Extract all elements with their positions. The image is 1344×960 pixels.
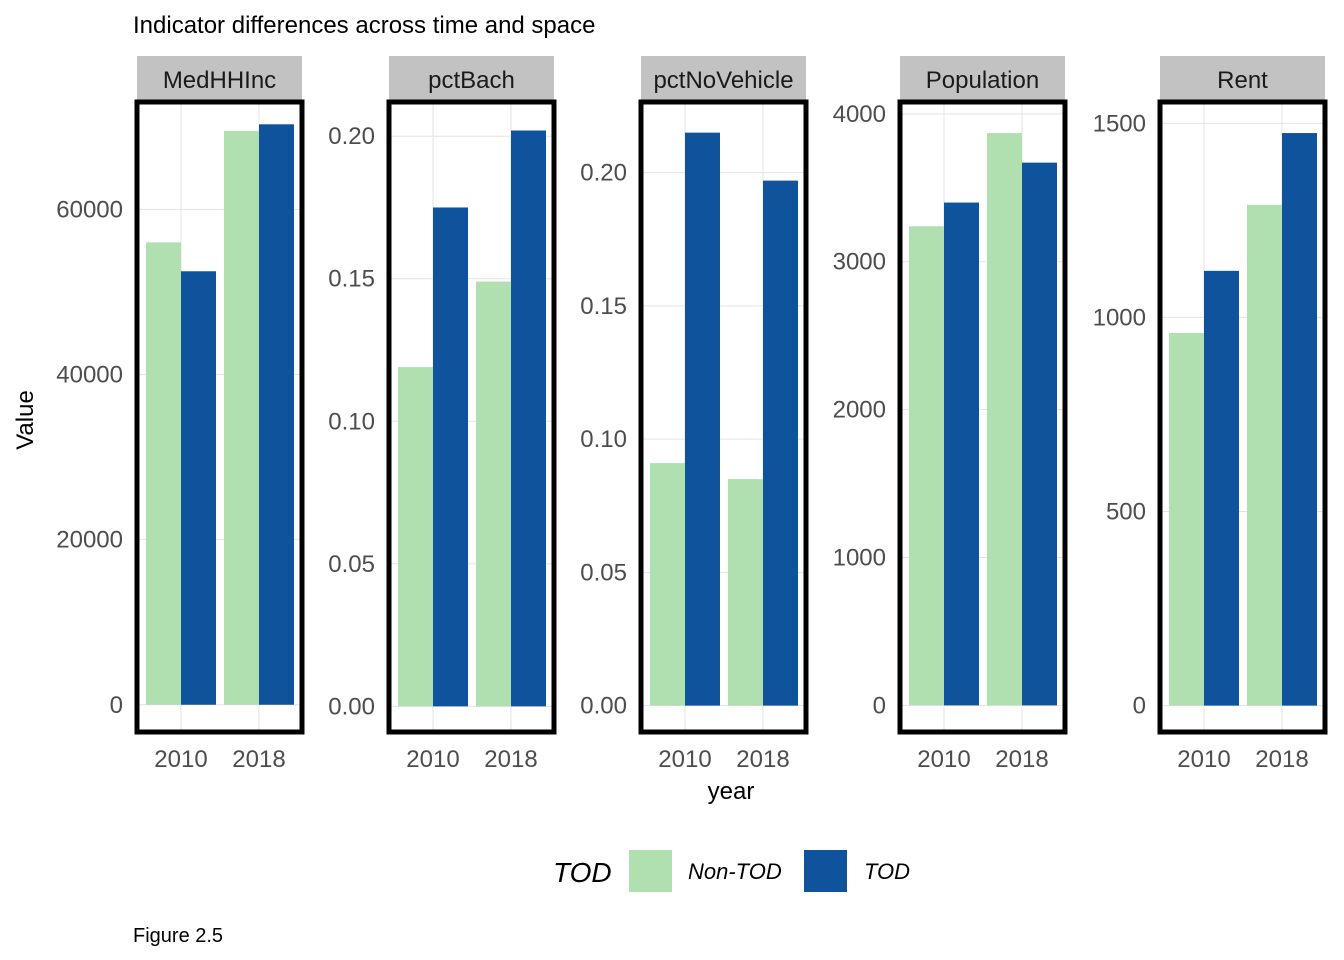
bar-population-2010-tod: [944, 202, 979, 706]
bar-rent-2018-non-tod: [1247, 204, 1282, 706]
y-tick-label-medhhinc-0: 0: [110, 692, 123, 719]
bar-pctnovehicle-2010-tod: [685, 132, 720, 706]
bar-pctbach-2018-tod: [511, 130, 546, 707]
bar-medhhinc-2018-non-tod: [224, 130, 259, 705]
y-tick-label-medhhinc-1: 20000: [56, 527, 123, 554]
facet-strip-label-pctbach: pctBach: [428, 67, 515, 94]
legend-swatch-non-tod: [629, 850, 672, 892]
x-tick-label-population-0: 2010: [917, 746, 970, 773]
bar-population-2010-non-tod: [909, 226, 944, 706]
facet-rent: Rent 0 500 1000 1500 2010 2018: [1093, 56, 1328, 773]
y-tick-label-rent-3: 1500: [1093, 110, 1146, 137]
bar-medhhinc-2018-tod: [259, 124, 294, 705]
x-tick-label-population-1: 2018: [995, 746, 1048, 773]
x-tick-label-pctbach-0: 2010: [406, 746, 459, 773]
x-tick-label-pctbach-1: 2018: [484, 746, 537, 773]
bar-pctnovehicle-2018-non-tod: [728, 479, 763, 706]
y-tick-label-population-4: 4000: [833, 101, 886, 128]
y-axis-title: Value: [12, 390, 39, 450]
x-axis-title: year: [708, 778, 755, 805]
y-tick-label-population-3: 3000: [833, 249, 886, 276]
bar-rent-2010-tod: [1204, 270, 1239, 706]
x-tick-label-pctnovehicle-1: 2018: [736, 746, 789, 773]
facet-strip-population: [900, 56, 1065, 100]
figure-caption: Figure 2.5: [133, 925, 223, 947]
facet-pctnovehicle: pctNoVehicle 0.00 0.05 0.10 0.15 0.20 2010 2018: [580, 56, 809, 773]
legend: TOD Non-TOD TOD: [553, 850, 910, 892]
bar-population-2018-non-tod: [987, 133, 1022, 706]
y-tick-label-pctbach-2: 0.10: [328, 408, 375, 435]
y-tick-label-pctbach-1: 0.05: [328, 551, 375, 578]
y-tick-label-population-2: 2000: [833, 397, 886, 424]
bar-rent-2010-non-tod: [1169, 332, 1204, 706]
bar-pctbach-2010-tod: [433, 207, 468, 707]
y-tick-label-medhhinc-2: 40000: [56, 361, 123, 388]
bar-rent-2018-tod: [1282, 133, 1317, 706]
x-tick-label-medhhinc-1: 2018: [232, 746, 285, 773]
facet-border-pctnovehicle: [638, 99, 809, 735]
facet-population: Population 0 1000 2000 3000 4000 2010 2018: [833, 56, 1068, 773]
x-tick-label-rent-0: 2010: [1177, 746, 1230, 773]
y-tick-label-pctbach-4: 0.20: [328, 123, 375, 150]
facet-strip-label-pctnovehicle: pctNoVehicle: [653, 67, 793, 94]
y-tick-label-pctnovehicle-1: 0.05: [580, 559, 627, 586]
x-tick-label-medhhinc-0: 2010: [154, 746, 207, 773]
facet-strip-label-rent: Rent: [1217, 67, 1268, 94]
bar-pctnovehicle-2018-tod: [763, 180, 798, 706]
y-tick-label-population-1: 1000: [833, 544, 886, 571]
facet-strip-rent: [1160, 56, 1325, 100]
facet-pctbach: pctBach 0.00 0.05 0.10 0.15 0.20 2010 2018: [328, 56, 557, 773]
facet-strip-medhhinc: [137, 56, 302, 100]
bar-population-2018-tod: [1022, 162, 1057, 706]
bar-pctnovehicle-2010-non-tod: [650, 463, 685, 706]
chart-title: Indicator differences across time and sp…: [133, 12, 595, 39]
y-tick-label-pctbach-3: 0.15: [328, 266, 375, 293]
facet-border-rent: [1157, 99, 1328, 735]
facet-strip-pctbach: [389, 56, 554, 100]
y-tick-label-pctnovehicle-4: 0.20: [580, 160, 627, 187]
legend-swatch-tod: [804, 850, 847, 892]
bar-medhhinc-2010-non-tod: [146, 242, 181, 705]
y-tick-label-pctnovehicle-0: 0.00: [580, 693, 627, 720]
legend-title: TOD: [553, 857, 612, 888]
facet-border-medhhinc: [134, 99, 305, 735]
facet-strip-label-population: Population: [926, 67, 1039, 94]
y-tick-label-pctnovehicle-3: 0.15: [580, 293, 627, 320]
facet-strip-label-medhhinc: MedHHInc: [163, 67, 276, 94]
facet-medhhinc: MedHHInc 0 20000 40000 60000 2010 2018: [56, 56, 305, 773]
legend-label-non-tod: Non-TOD: [688, 859, 782, 884]
facet-strip-pctnovehicle: [641, 56, 806, 100]
x-tick-label-rent-1: 2018: [1255, 746, 1308, 773]
facet-border-population: [897, 99, 1068, 735]
facet-border-pctbach: [386, 99, 557, 735]
y-tick-label-pctnovehicle-2: 0.10: [580, 426, 627, 453]
bar-medhhinc-2010-tod: [181, 271, 216, 705]
legend-label-tod: TOD: [864, 859, 910, 884]
y-tick-label-rent-1: 500: [1106, 499, 1146, 526]
x-tick-label-pctnovehicle-0: 2010: [658, 746, 711, 773]
y-tick-label-medhhinc-3: 60000: [56, 196, 123, 223]
y-tick-label-pctbach-0: 0.00: [328, 693, 375, 720]
bar-pctbach-2010-non-tod: [398, 367, 433, 707]
y-tick-label-population-0: 0: [873, 692, 886, 719]
y-tick-label-rent-2: 1000: [1093, 304, 1146, 331]
bar-pctbach-2018-non-tod: [476, 281, 511, 707]
y-tick-label-rent-0: 0: [1133, 693, 1146, 720]
